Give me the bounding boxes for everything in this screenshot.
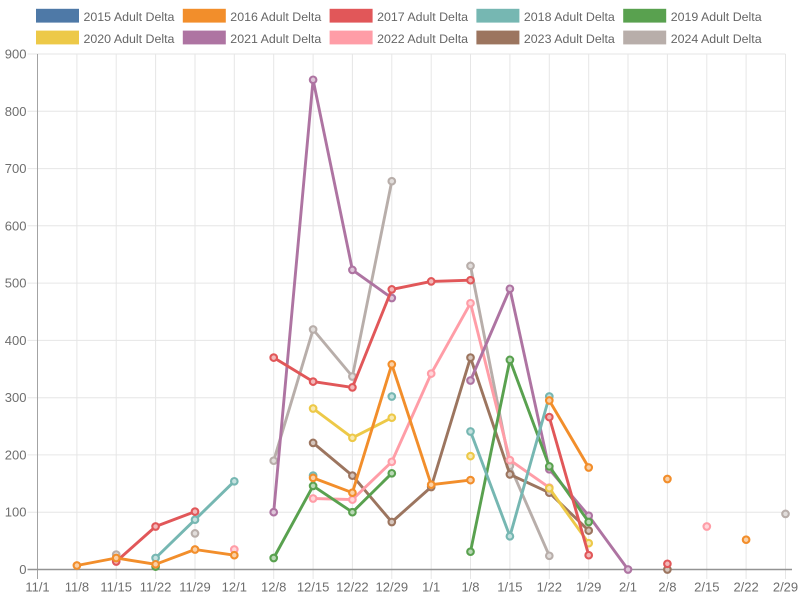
svg-text:1/22: 1/22 [537, 580, 562, 595]
svg-text:12/8: 12/8 [261, 580, 286, 595]
svg-text:2/22: 2/22 [733, 580, 758, 595]
svg-text:2023 Adult Delta: 2023 Adult Delta [524, 32, 615, 46]
svg-text:900: 900 [5, 47, 27, 62]
svg-text:2015 Adult Delta: 2015 Adult Delta [84, 10, 175, 24]
svg-text:400: 400 [5, 333, 27, 348]
svg-text:100: 100 [5, 505, 27, 520]
svg-text:2022 Adult Delta: 2022 Adult Delta [377, 32, 468, 46]
svg-text:2024 Adult Delta: 2024 Adult Delta [671, 32, 762, 46]
svg-text:1/1: 1/1 [422, 580, 440, 595]
svg-text:11/29: 11/29 [179, 580, 211, 595]
svg-text:12/29: 12/29 [376, 580, 409, 595]
svg-text:1/15: 1/15 [497, 580, 522, 595]
svg-text:2/29: 2/29 [773, 580, 798, 595]
svg-text:11/1: 11/1 [25, 580, 49, 595]
svg-text:12/15: 12/15 [297, 580, 330, 595]
svg-text:1/29: 1/29 [576, 580, 601, 595]
svg-text:2019 Adult Delta: 2019 Adult Delta [671, 10, 762, 24]
svg-text:11/8: 11/8 [65, 580, 89, 595]
svg-text:12/1: 12/1 [222, 580, 247, 595]
svg-text:800: 800 [5, 104, 27, 119]
svg-text:0: 0 [19, 562, 26, 577]
svg-text:500: 500 [5, 276, 27, 291]
svg-text:12/22: 12/22 [336, 580, 369, 595]
svg-text:2017 Adult Delta: 2017 Adult Delta [377, 10, 468, 24]
svg-text:300: 300 [5, 390, 27, 405]
svg-text:1/8: 1/8 [461, 580, 479, 595]
svg-text:2021 Adult Delta: 2021 Adult Delta [230, 32, 321, 46]
svg-text:2/1: 2/1 [619, 580, 637, 595]
svg-text:2018 Adult Delta: 2018 Adult Delta [524, 10, 615, 24]
svg-text:600: 600 [5, 218, 27, 233]
svg-text:11/15: 11/15 [100, 580, 132, 595]
svg-text:200: 200 [5, 447, 27, 462]
svg-text:2/8: 2/8 [658, 580, 676, 595]
svg-text:11/22: 11/22 [140, 580, 172, 595]
svg-text:2016 Adult Delta: 2016 Adult Delta [230, 10, 321, 24]
svg-text:2/15: 2/15 [694, 580, 719, 595]
svg-text:700: 700 [5, 161, 27, 176]
svg-text:2020 Adult Delta: 2020 Adult Delta [84, 32, 175, 46]
